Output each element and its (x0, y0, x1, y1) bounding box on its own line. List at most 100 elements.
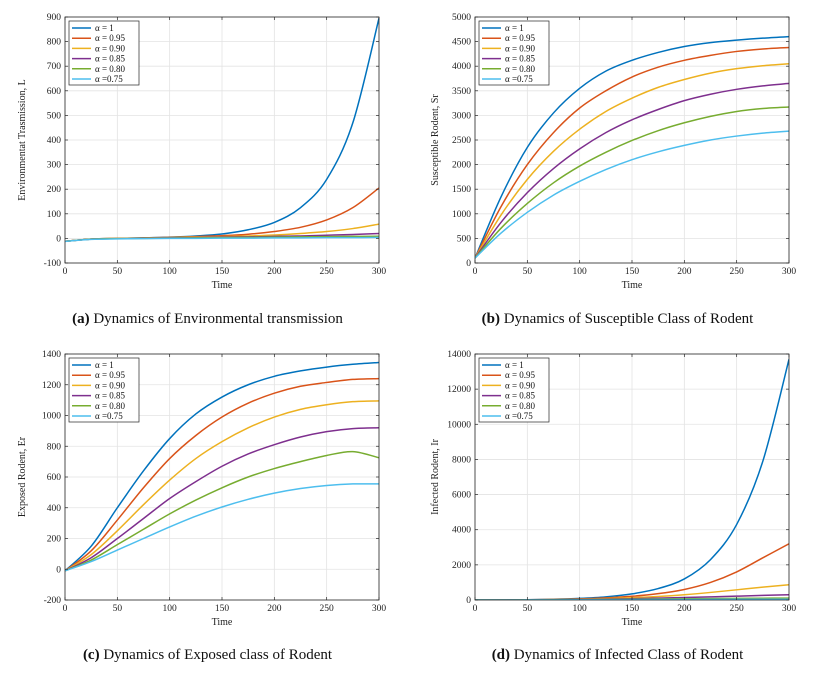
y-tick-label: 400 (47, 504, 62, 514)
legend: α = 1α = 0.95α = 0.90α = 0.85α = 0.80α =… (68, 357, 140, 423)
x-tick-label: 200 (677, 267, 692, 277)
y-axis-label: Environmentat Trasmission, L (17, 79, 28, 200)
x-tick-label: 50 (113, 267, 123, 277)
series-line-3 (65, 427, 379, 572)
y-tick-label: 1000 (452, 210, 471, 220)
x-tick-label: 250 (320, 267, 335, 277)
x-tick-label: 300 (372, 267, 387, 277)
caption-c: (c) Dynamics of Exposed class of Rodent (5, 647, 410, 664)
y-tick-label: 1400 (42, 350, 61, 360)
chart-panel-b: 0 50 100 150 200 250 300 0 500 1000 1500 2000 2500 30… (415, 5, 820, 343)
y-tick-label: 600 (47, 473, 62, 483)
legend-label: α = 0.90 (95, 43, 126, 53)
legend-box (478, 357, 550, 423)
y-axis-label: Exposed Rodent, Er (17, 436, 28, 517)
y-axis-label: Susceptible Rodent, Sr (430, 94, 441, 186)
x-tick-label: 300 (782, 604, 797, 614)
series-line-2 (65, 400, 379, 572)
x-tick-label: 100 (573, 267, 588, 277)
x-tick-label: 300 (782, 267, 797, 277)
y-tick-label: 8000 (452, 455, 471, 465)
x-tick-label: 150 (625, 604, 640, 614)
legend: α = 1α = 0.95α = 0.90α = 0.85α = 0.80α =… (478, 357, 550, 423)
x-axis-label: Time (622, 617, 643, 628)
caption-b: (b) Dynamics of Susceptible Class of Rod… (415, 311, 820, 328)
y-tick-label: 10000 (447, 420, 471, 430)
y-tick-label: 800 (47, 38, 62, 48)
x-tick-label: 0 (63, 267, 68, 277)
y-tick-label: 500 (457, 234, 472, 244)
legend-label: α =0.75 (95, 74, 123, 84)
x-tick-label: 150 (215, 267, 230, 277)
caption-d-text: Dynamics of Infected Class of Rodent (513, 647, 744, 663)
x-tick-label: 150 (215, 604, 230, 614)
x-tick-label: 50 (523, 267, 533, 277)
y-tick-label: 4500 (452, 38, 471, 48)
legend-label: α =0.75 (505, 411, 533, 421)
legend-label: α = 0.80 (505, 64, 536, 74)
y-tick-label: 900 (47, 13, 62, 23)
y-tick-label: -200 (44, 596, 62, 606)
caption-d-tag: (d) (491, 647, 511, 663)
y-tick-label: 200 (47, 535, 62, 545)
caption-b-text: Dynamics of Susceptible Class of Rodent (503, 311, 754, 327)
series-line-3 (475, 82, 789, 259)
legend-label: α = 0.90 (505, 43, 536, 53)
y-tick-label: 14000 (447, 350, 471, 360)
legend-label: α = 1 (505, 23, 524, 33)
chart-d: 0 50 100 150 200 250 300 0 2000 4000 6000 8000 10000… (430, 350, 797, 628)
x-axis-label: Time (622, 280, 643, 291)
x-axis-label: Time (212, 617, 233, 628)
y-tick-label: 1500 (452, 185, 471, 195)
y-tick-label: 0 (56, 565, 61, 575)
legend-label: α =0.75 (505, 74, 533, 84)
y-tick-label: 5000 (452, 13, 471, 23)
chart-panel-c: 0 50 100 150 200 250 300 -200 0 200 400 600 800 1000 1… (5, 342, 410, 680)
y-tick-label: 300 (47, 161, 62, 171)
chart-panel-a: 0 50 100 150 200 250 300 -100 0 100 200 300 400 500 60… (5, 5, 410, 343)
legend-label: α = 0.85 (95, 54, 126, 64)
y-tick-label: 6000 (452, 491, 471, 501)
series-line-0 (65, 361, 379, 572)
legend-label: α =0.75 (95, 411, 123, 421)
legend-label: α = 0.90 (95, 380, 126, 390)
x-tick-label: 300 (372, 604, 387, 614)
chart-b: 0 50 100 150 200 250 3000500100015002000250030… (430, 13, 797, 291)
x-tick-label: 0 (473, 267, 478, 277)
y-tick-label: 200 (47, 185, 62, 195)
series-line-0 (475, 35, 789, 259)
series-line-1 (65, 377, 379, 572)
x-tick-label: 250 (320, 604, 335, 614)
y-tick-label: -100 (44, 259, 62, 269)
y-tick-label: 2500 (452, 136, 471, 146)
y-tick-label: 0 (466, 259, 471, 269)
y-tick-label: 3500 (452, 87, 471, 97)
legend-label: α = 1 (95, 23, 114, 33)
y-tick-label: 2000 (452, 561, 471, 571)
x-tick-label: 100 (573, 604, 588, 614)
x-tick-label: 250 (730, 604, 745, 614)
legend-label: α = 0.85 (505, 54, 536, 64)
y-tick-label: 1200 (42, 381, 61, 391)
series-line-5 (475, 130, 789, 259)
x-tick-label: 100 (163, 604, 178, 614)
legend-box (68, 20, 140, 86)
legend-label: α = 0.85 (505, 391, 536, 401)
chart-panel-d: 0 50 100 150 200 250 300 0 2000 4000 6000 8000 10000… (415, 342, 820, 680)
y-axis-label: Infected Rodent, Ir (430, 438, 441, 514)
y-tick-label: 0 (56, 234, 61, 244)
series-line-2 (475, 62, 789, 259)
series-line-5 (65, 236, 379, 243)
x-tick-label: 250 (730, 267, 745, 277)
x-axis-label: Time (212, 280, 233, 291)
y-tick-label: 0 (466, 596, 471, 606)
y-tick-label: 12000 (447, 385, 471, 395)
y-tick-label: 2000 (452, 161, 471, 171)
legend-box (68, 357, 140, 423)
caption-c-tag: (c) (82, 647, 100, 663)
legend-label: α = 0.80 (95, 64, 126, 74)
legend-label: α = 1 (95, 360, 114, 370)
y-tick-label: 400 (47, 136, 62, 146)
legend-label: α = 0.90 (505, 380, 536, 390)
x-tick-label: 150 (625, 267, 640, 277)
